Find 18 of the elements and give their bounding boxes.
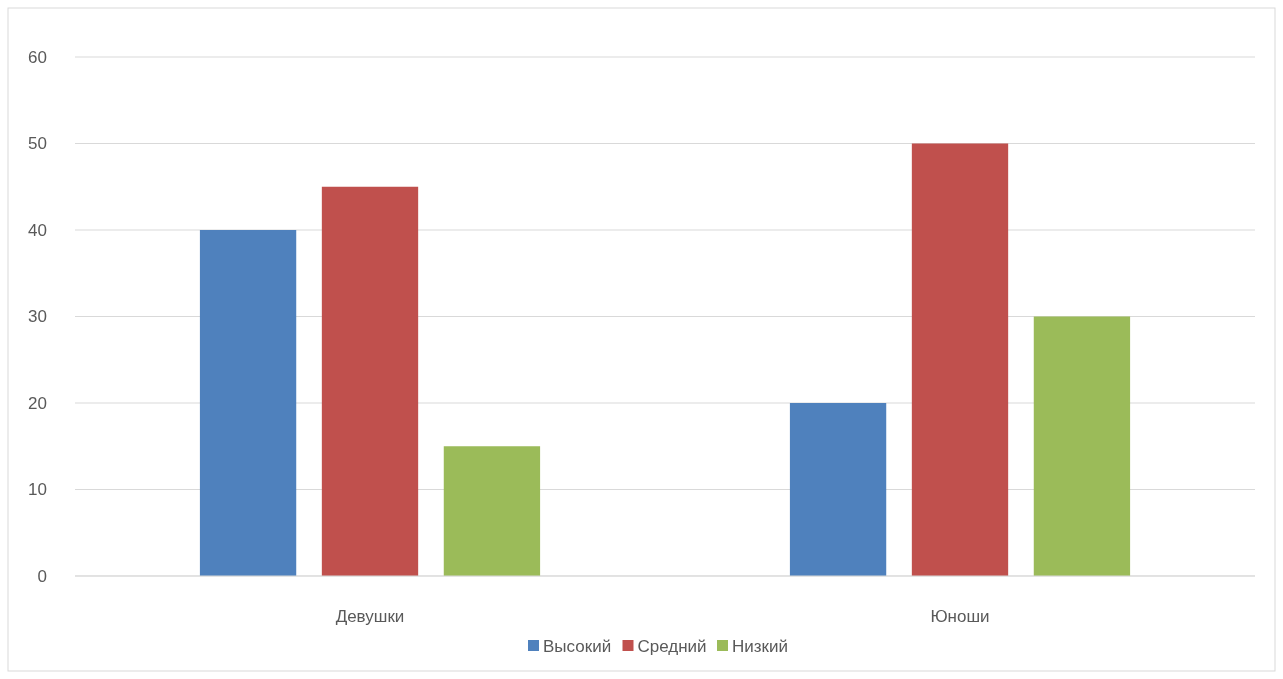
bar: [1033, 316, 1131, 576]
y-tick-label: 40: [28, 220, 47, 240]
y-tick-label: 10: [28, 480, 47, 500]
bar: [443, 446, 541, 576]
bar: [789, 403, 887, 576]
bar: [911, 143, 1009, 576]
legend-label: Низкий: [732, 636, 788, 656]
y-tick-label: 60: [28, 47, 47, 67]
x-tick-label: Юноши: [930, 607, 990, 626]
y-tick-label: 0: [37, 566, 47, 586]
x-tick-label: Девушки: [335, 607, 405, 626]
legend-label: Средний: [637, 636, 707, 656]
legend-label: Высокий: [543, 636, 612, 656]
y-tick-label: 50: [28, 134, 47, 154]
bar: [199, 230, 297, 576]
bar: [321, 186, 419, 576]
y-tick-label: 20: [28, 393, 47, 413]
y-tick-label: 30: [28, 307, 47, 327]
